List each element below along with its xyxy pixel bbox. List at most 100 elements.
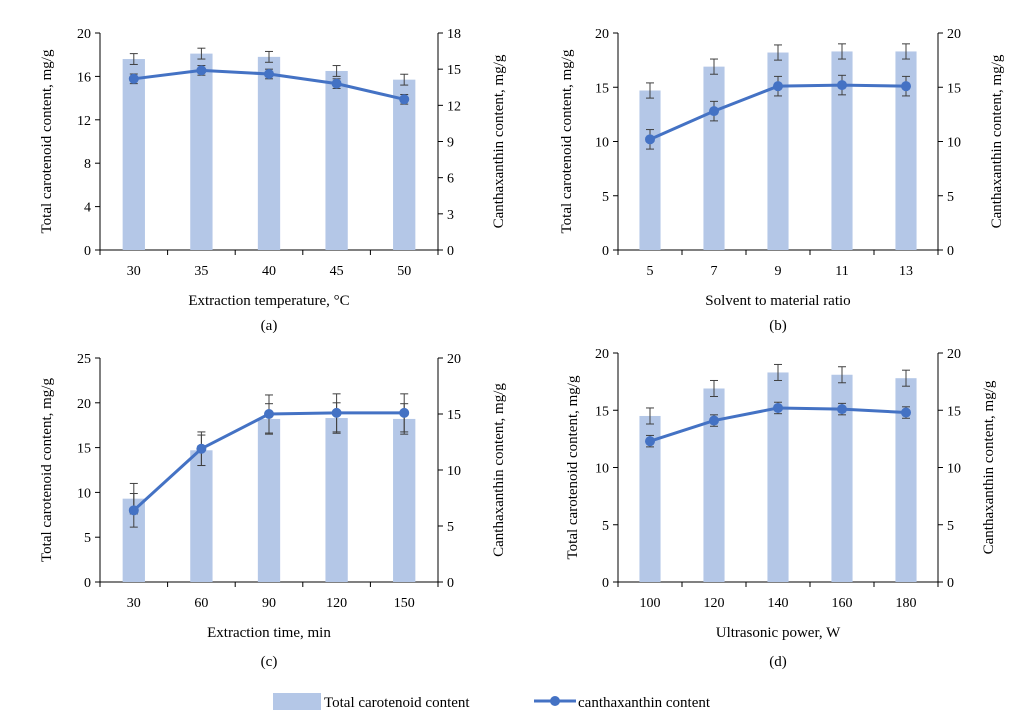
line-point — [331, 78, 342, 89]
x-axis-title: Ultrasonic power, W — [716, 625, 841, 641]
right-y-tick-label: 15 — [947, 404, 961, 419]
left-y-axis-title: Total carotenoid content, mg/g — [559, 49, 575, 233]
legend: Total carotenoid content canthaxanthin c… — [273, 693, 711, 711]
left-y-tick-label: 0 — [84, 576, 91, 591]
line-point — [196, 65, 207, 76]
left-y-axis-title: Total carotenoid content, mg/g — [39, 49, 55, 233]
left-y-tick-label: 0 — [84, 244, 91, 259]
bar — [831, 374, 853, 582]
line-point — [837, 80, 847, 91]
x-category-label: 11 — [835, 264, 848, 279]
x-category-label: 50 — [397, 264, 411, 279]
right-y-tick-label: 20 — [947, 27, 961, 42]
bar — [393, 79, 416, 250]
line-point — [709, 415, 719, 426]
line-point — [709, 106, 719, 117]
left-y-tick-label: 20 — [595, 347, 609, 362]
right-y-tick-label: 0 — [947, 244, 954, 259]
left-y-tick-label: 16 — [77, 70, 91, 85]
left-y-axis-title: Total carotenoid content, mg/g — [39, 378, 55, 562]
legend-bar-label: Total carotenoid content — [324, 695, 470, 711]
left-y-tick-label: 5 — [602, 519, 609, 534]
left-y-tick-label: 5 — [602, 190, 609, 205]
right-y-axis-title: Canthaxanthin content, mg/g — [491, 383, 507, 557]
line-point — [837, 404, 847, 415]
bar — [895, 378, 917, 582]
right-y-tick-label: 20 — [947, 347, 961, 362]
left-y-tick-label: 15 — [595, 404, 609, 419]
right-y-tick-label: 5 — [947, 519, 954, 534]
line-point — [399, 407, 410, 418]
left-y-tick-label: 10 — [595, 136, 609, 151]
right-y-tick-label: 15 — [447, 408, 461, 423]
line-point — [901, 81, 911, 92]
left-y-tick-label: 12 — [77, 114, 91, 129]
legend-bar-swatch — [273, 693, 321, 710]
x-category-label: 40 — [262, 264, 276, 279]
bar — [122, 498, 145, 582]
bar — [767, 372, 789, 582]
x-category-label: 30 — [127, 596, 141, 611]
left-y-tick-label: 15 — [77, 442, 91, 457]
x-category-label: 13 — [899, 264, 913, 279]
left-y-tick-label: 0 — [602, 244, 609, 259]
chart-panel-b: 0 5 10 15 20 0 5 10 15 20 5 7 9 11 13 Solvent to materi… — [559, 27, 1005, 334]
right-y-axis-title: Canthaxanthin content, mg/g — [981, 380, 997, 554]
right-y-tick-label: 0 — [447, 244, 454, 259]
line-point — [399, 94, 410, 105]
x-category-label: 120 — [704, 596, 725, 611]
x-category-label: 90 — [262, 596, 276, 611]
left-y-tick-label: 25 — [77, 352, 91, 367]
left-y-tick-label: 20 — [77, 397, 91, 412]
chart-panel-c: 0 5 10 15 20 25 0 5 10 15 20 30 60 90 120 150 Extraction… — [39, 352, 507, 670]
right-y-tick-label: 15 — [947, 81, 961, 96]
left-y-axis-title: Total carotenoid content, mg/g — [565, 375, 581, 559]
line-point — [773, 402, 783, 413]
x-axis-title: Extraction temperature, °C — [188, 293, 349, 309]
line-point — [773, 81, 783, 92]
x-category-label: 150 — [394, 596, 415, 611]
legend-line-label: canthaxanthin content — [578, 695, 711, 711]
right-y-tick-label: 15 — [447, 63, 461, 78]
left-y-tick-label: 8 — [84, 157, 91, 172]
right-y-axis-title: Canthaxanthin content, mg/g — [989, 54, 1005, 228]
x-category-label: 60 — [194, 596, 208, 611]
bar — [190, 53, 213, 250]
line-point — [264, 68, 274, 79]
x-category-label: 7 — [711, 264, 718, 279]
x-axis-title: Solvent to material ratio — [705, 293, 850, 309]
line-point — [128, 73, 139, 84]
bar — [703, 388, 725, 582]
right-y-tick-label: 20 — [447, 352, 461, 367]
left-y-tick-label: 20 — [77, 27, 91, 42]
legend-line-marker — [550, 696, 560, 706]
right-y-tick-label: 5 — [447, 520, 454, 535]
panel-label: (b) — [769, 318, 787, 334]
x-category-label: 160 — [832, 596, 853, 611]
right-y-tick-label: 5 — [947, 190, 954, 205]
line-point — [264, 409, 274, 419]
right-y-tick-label: 9 — [447, 136, 454, 151]
bar — [257, 418, 281, 582]
panel-label: (d) — [769, 654, 787, 670]
line-point — [901, 407, 911, 418]
right-y-tick-label: 10 — [447, 464, 461, 479]
panel-label: (a) — [261, 318, 278, 334]
right-y-tick-label: 0 — [947, 576, 954, 591]
line-point — [331, 407, 342, 418]
bar — [325, 418, 348, 582]
x-category-label: 45 — [330, 264, 344, 279]
right-y-tick-label: 18 — [447, 27, 461, 42]
bar — [393, 418, 416, 582]
right-y-tick-label: 10 — [947, 136, 961, 151]
line-point — [645, 134, 655, 145]
right-y-tick-label: 6 — [447, 172, 454, 187]
bar — [122, 59, 145, 250]
bar — [325, 70, 348, 250]
bar — [639, 90, 661, 250]
left-y-tick-label: 5 — [84, 531, 91, 546]
x-category-label: 100 — [640, 596, 661, 611]
left-y-tick-label: 15 — [595, 81, 609, 96]
